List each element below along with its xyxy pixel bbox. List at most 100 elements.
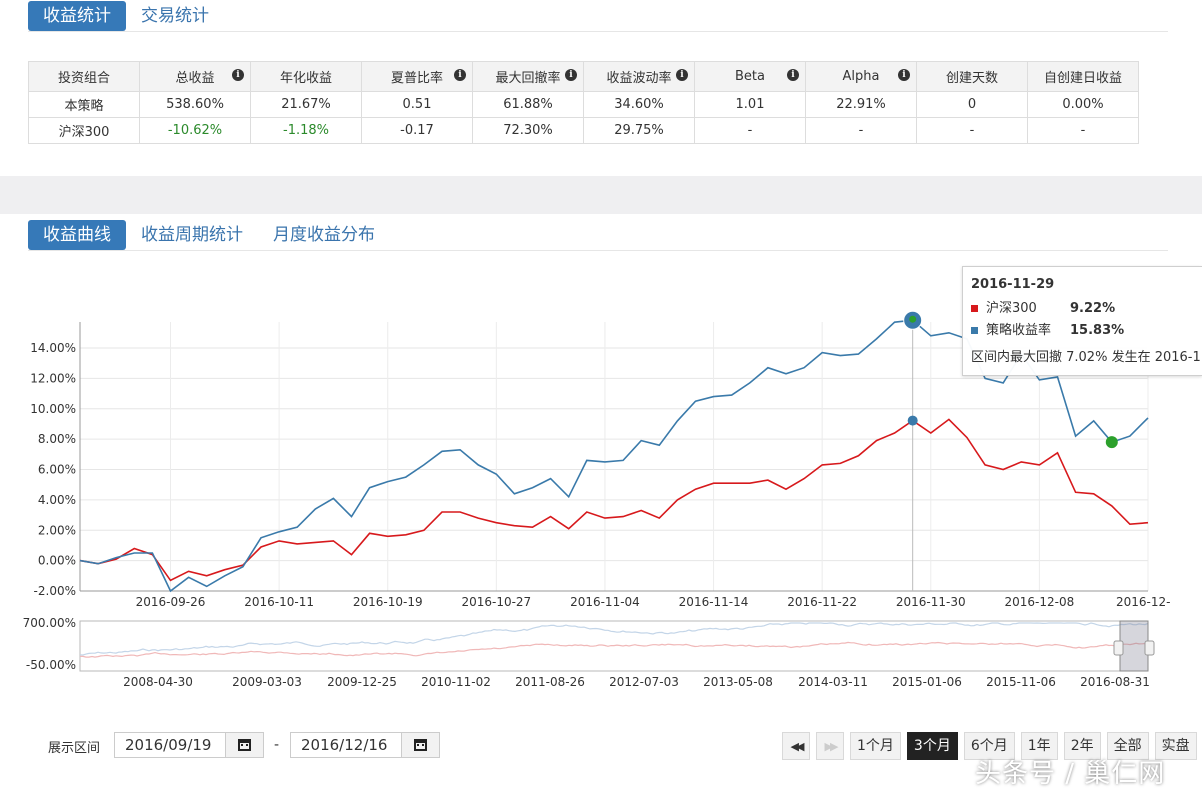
nav-x-tick-label: 2008-04-30 <box>123 675 193 689</box>
double-left-arrow-icon: ◀◀ <box>790 740 805 753</box>
table-cell: 0.00% <box>1027 91 1139 118</box>
table-cell: 72.30% <box>472 117 584 144</box>
range-all-button[interactable]: 全部 <box>1106 732 1149 760</box>
series-line <box>79 418 1149 582</box>
table-cell: -0.17 <box>361 117 473 144</box>
range-3m-button[interactable]: 3个月 <box>906 732 958 760</box>
y-tick-label: -2.00% <box>34 584 76 598</box>
tooltip-value: 9.22% <box>1070 301 1116 316</box>
table-row: 沪深300 -10.62% -1.18% -0.17 72.30% 29.75% - - - - <box>28 117 1139 144</box>
header-label: Alpha <box>842 69 880 84</box>
end-calendar-button[interactable] <box>401 733 439 757</box>
stats-header-row: 投资组合 总收益 i 年化收益 夏普比率 i 最大回撤率 i 收益波动率 i Beta i Alpha i… <box>28 61 1139 92</box>
stats-table: 投资组合 总收益 i 年化收益 夏普比率 i 最大回撤率 i 收益波动率 i Beta i Alpha i… <box>28 61 1139 144</box>
y-tick-label: 6.00% <box>38 463 76 477</box>
next-range-button[interactable]: ▶▶ <box>816 732 844 760</box>
header-label: 年化收益 <box>279 71 332 86</box>
info-icon[interactable]: i <box>565 69 577 81</box>
info-icon[interactable]: i <box>454 69 466 81</box>
tab-return-stats[interactable]: 收益统计 <box>28 1 126 31</box>
table-cell: - <box>916 117 1028 144</box>
calendar-icon <box>414 739 427 751</box>
header-label: 创建天数 <box>945 71 998 86</box>
table-cell: -10.62% <box>139 117 251 144</box>
table-cell: 34.60% <box>583 91 695 118</box>
x-tick-label: 2016-10-27 <box>461 595 531 609</box>
tooltip-name: 策略收益率 <box>986 323 1052 338</box>
return-curve-chart[interactable]: 14.00% 12.00% 10.00% 8.00% 6.00% 4.00% 2.00% 0.… <box>0 262 1202 614</box>
x-tick-label: 2016-12- <box>1116 595 1170 609</box>
y-tick-label: 4.00% <box>38 493 76 507</box>
calendar-icon <box>238 739 251 751</box>
navigator-handle-left <box>1113 640 1124 656</box>
prev-range-button[interactable]: ◀◀ <box>782 732 810 760</box>
end-date-picker <box>290 732 440 758</box>
strategy-legend-square <box>971 327 978 334</box>
nav-x-tick-label: 2014-03-11 <box>798 675 868 689</box>
peak-marker <box>909 315 917 323</box>
tab-period-stats[interactable]: 收益周期统计 <box>141 225 243 245</box>
table-cell: 21.67% <box>250 91 362 118</box>
range-label: 展示区间 <box>48 741 101 756</box>
header-label: 夏普比率 <box>390 71 443 86</box>
header-label: 收益波动率 <box>606 71 672 86</box>
nav-x-tick-label: 2013-05-08 <box>703 675 773 689</box>
header-label: 最大回撤率 <box>495 71 561 86</box>
navigator-series-line <box>79 622 1149 656</box>
stats-header-cell: 投资组合 <box>28 61 140 92</box>
x-tick-label: 2016-10-19 <box>353 595 423 609</box>
watermark: 头条号 / 巢仁网 <box>975 759 1166 789</box>
end-date-input[interactable] <box>291 733 401 757</box>
x-tick-label: 2016-11-22 <box>787 595 857 609</box>
stats-header-cell: 年化收益 <box>250 61 362 92</box>
info-icon[interactable]: i <box>787 69 799 81</box>
stats-header-cell: 夏普比率 i <box>361 61 473 92</box>
range-live-button[interactable]: 实盘 <box>1154 732 1197 760</box>
start-calendar-button[interactable] <box>225 733 263 757</box>
navigator-handle-right <box>1144 640 1155 656</box>
nav-x-tick-label: 2015-01-06 <box>892 675 962 689</box>
x-tick-label: 2016-11-04 <box>570 595 640 609</box>
tooltip-row-strategy: 策略收益率 15.83% <box>971 320 1194 342</box>
range-6m-button[interactable]: 6个月 <box>963 732 1015 760</box>
x-tick-label: 2016-09-26 <box>136 595 206 609</box>
chart-tooltip: 2016-11-29 沪深300 9.22% 策略收益率 15.83% 区间内最大回… <box>962 266 1202 376</box>
table-cell: 22.91% <box>805 91 917 118</box>
table-row: 本策略 538.60% 21.67% 0.51 61.88% 34.60% 1.01 22.9… <box>28 91 1139 118</box>
header-label: 总收益 <box>175 71 215 86</box>
tab-monthly-distribution[interactable]: 月度收益分布 <box>273 225 375 245</box>
stats-header-cell: Beta i <box>694 61 806 92</box>
double-right-arrow-icon: ▶▶ <box>824 740 839 753</box>
navigator-series-line <box>79 641 1149 658</box>
header-label: 自创建日收益 <box>1043 71 1122 86</box>
start-date-input[interactable] <box>115 733 225 757</box>
tab-return-curve[interactable]: 收益曲线 <box>28 220 126 250</box>
nav-x-tick-label: 2011-08-26 <box>515 675 585 689</box>
tab-trade-stats[interactable]: 交易统计 <box>141 6 209 26</box>
navigator-selection <box>1119 620 1149 672</box>
stats-tabbar: 收益统计 交易统计 <box>28 0 1168 32</box>
stats-header-cell: 创建天数 <box>916 61 1028 92</box>
range-1y-button[interactable]: 1年 <box>1020 732 1058 760</box>
navigator-chart[interactable]: 700.00% -50.00% 2008-04-30 2009-03-03 2009-1… <box>0 615 1202 693</box>
nav-x-tick-label: 2015-11-06 <box>986 675 1056 689</box>
info-icon[interactable]: i <box>676 69 688 81</box>
table-cell: -1.18% <box>250 117 362 144</box>
stats-header-cell: 最大回撤率 i <box>472 61 584 92</box>
info-icon[interactable]: i <box>898 69 910 81</box>
nav-x-tick-label: 2010-11-02 <box>421 675 491 689</box>
stats-header-cell: 收益波动率 i <box>583 61 695 92</box>
table-cell: 61.88% <box>472 91 584 118</box>
y-tick-label: 10.00% <box>30 402 76 416</box>
table-cell: - <box>1027 117 1139 144</box>
range-button-group: ◀◀ ▶▶ 1个月 3个月 6个月 1年 2年 全部 实盘 <box>782 732 1197 760</box>
y-tick-label: 14.00% <box>30 341 76 355</box>
nav-x-tick-label: 2009-03-03 <box>232 675 302 689</box>
range-2y-button[interactable]: 2年 <box>1063 732 1101 760</box>
header-label: Beta <box>735 69 765 84</box>
info-icon[interactable]: i <box>232 69 244 81</box>
y-tick-label: 8.00% <box>38 432 76 446</box>
range-1m-button[interactable]: 1个月 <box>850 732 901 760</box>
tooltip-drawdown: 区间内最大回撤 7.02% 发生在 2016-11 <box>971 350 1202 365</box>
nav-x-tick-label: 2016-08-31 <box>1080 675 1150 689</box>
